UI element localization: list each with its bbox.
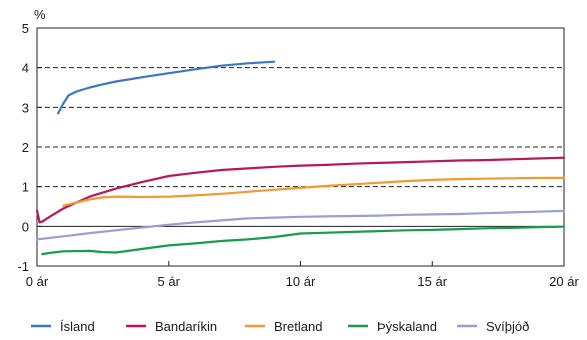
- y-tick-label: 3: [22, 100, 29, 115]
- legend-label: Ísland: [60, 319, 95, 334]
- y-tick-label: 5: [22, 21, 29, 36]
- series-line: [35, 209, 566, 241]
- legend: Ísland Bandaríkin Bretland Þýskaland Svíþjóð: [31, 319, 529, 334]
- legend-label: Bretland: [274, 319, 322, 334]
- series-line: [57, 60, 276, 115]
- tick-labels: -1 0 1 2 3 4 5 0 ár 5 ár 10 ár 15 ár 20 ár: [17, 21, 579, 289]
- series-line: [41, 225, 566, 256]
- axes: [36, 27, 565, 267]
- legend-label: Svíþjóð: [486, 319, 529, 334]
- gridlines: [37, 67, 564, 188]
- series-lines: [35, 60, 566, 256]
- y-tick-label: 0: [22, 219, 29, 234]
- x-tick-label: 10 ár: [286, 274, 316, 289]
- legend-label: Bandaríkin: [155, 319, 217, 334]
- y-tick-label: 2: [22, 140, 29, 155]
- y-tick-label: 4: [22, 61, 29, 76]
- y-tick-label: 1: [22, 180, 29, 195]
- y-tick-label: -1: [17, 259, 29, 274]
- series-line: [35, 156, 566, 224]
- series-line: [62, 176, 566, 207]
- x-tick-label: 5 ár: [158, 274, 181, 289]
- x-tick-label: 0 ár: [26, 274, 49, 289]
- x-tick-label: 20 ár: [549, 274, 579, 289]
- x-tick-label: 15 ár: [417, 274, 447, 289]
- legend-label: Þýskaland: [377, 319, 437, 334]
- y-axis-label: %: [34, 7, 46, 22]
